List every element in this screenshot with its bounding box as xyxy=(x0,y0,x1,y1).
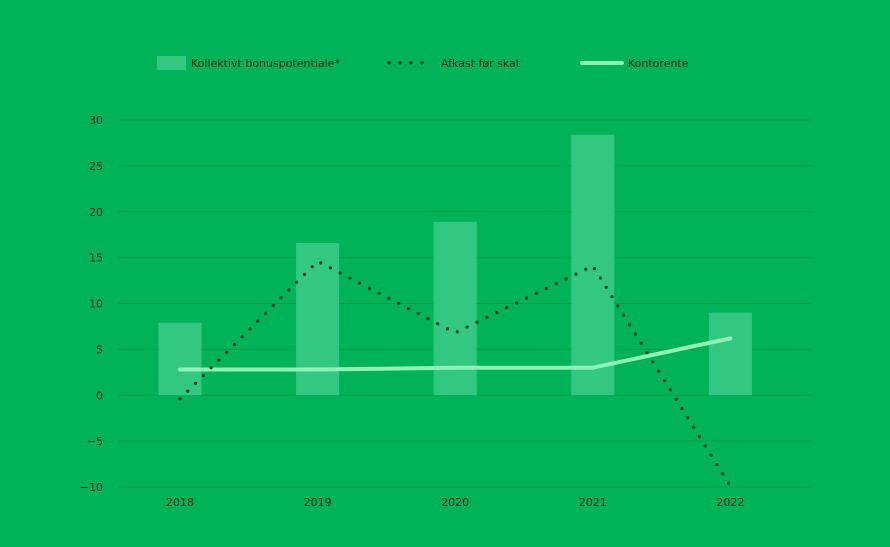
y-tick-label: 5 xyxy=(96,343,103,356)
legend-label-afkast: Afkast før skat xyxy=(441,57,521,70)
bar-2019 xyxy=(296,242,340,396)
y-tick-label: 25 xyxy=(89,160,103,173)
legend: Kollektivt bonuspotentiale* Afkast før s… xyxy=(157,56,689,70)
y-tick-label: 30 xyxy=(89,114,103,127)
x-tick-label-2020: 2020 xyxy=(441,496,469,509)
legend-label-bonuspotentiale: Kollektivt bonuspotentiale* xyxy=(191,57,340,70)
y-tick-label: −5 xyxy=(87,435,103,448)
x-tick-label-2021: 2021 xyxy=(579,496,607,509)
x-tick-label-2019: 2019 xyxy=(304,496,332,509)
bar-series xyxy=(158,134,752,396)
y-tick-label: 10 xyxy=(89,298,103,311)
y-tick-label: −10 xyxy=(80,481,103,494)
x-tick-label-2022: 2022 xyxy=(716,496,744,509)
bar-2021 xyxy=(571,134,615,396)
y-tick-label: 0 xyxy=(96,389,103,402)
legend-label-kontorente: Kontorente xyxy=(628,57,689,70)
y-axis: 30 25 20 15 10 5 0 −5 −10 xyxy=(80,114,103,494)
x-axis: 2018 2019 2020 2021 2022 xyxy=(166,496,744,509)
kontorente-line xyxy=(178,336,733,372)
legend-swatch-bonuspotentiale xyxy=(157,56,186,70)
bar-2022 xyxy=(708,312,752,396)
line-series xyxy=(178,259,733,488)
y-tick-label: 20 xyxy=(89,206,103,219)
y-tick-label: 15 xyxy=(89,252,103,265)
x-tick-label-2018: 2018 xyxy=(166,496,194,509)
